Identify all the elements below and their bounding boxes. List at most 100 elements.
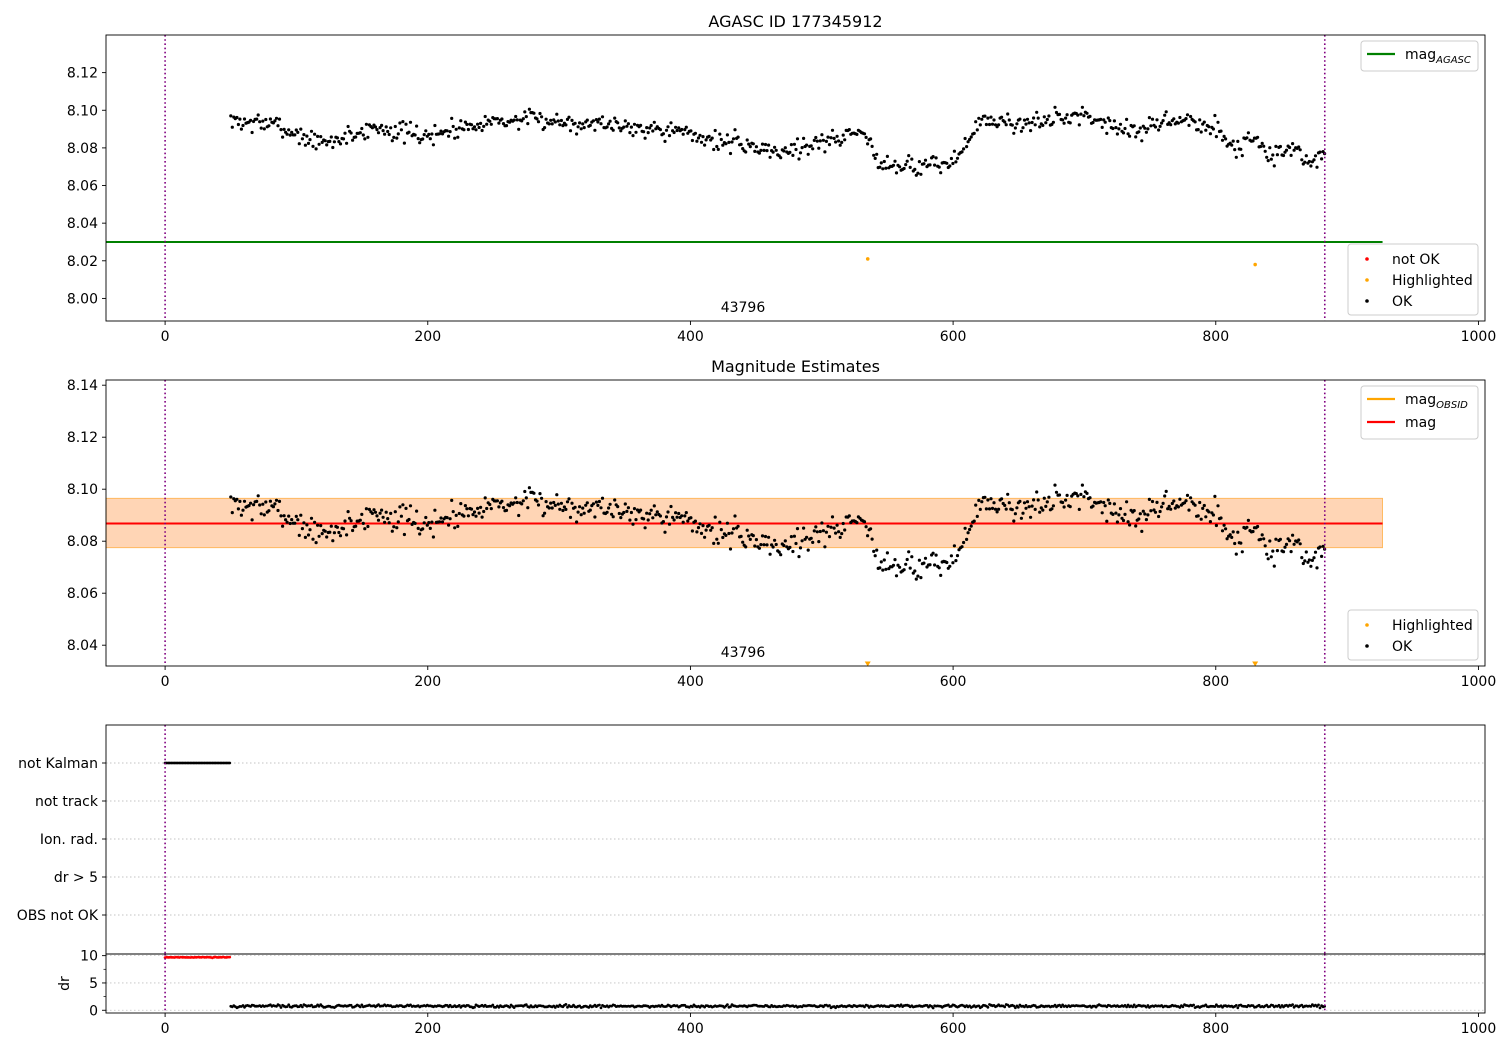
ok-data-point: [1298, 148, 1302, 152]
ok-data-point: [1245, 525, 1249, 529]
ok-data-point: [680, 514, 684, 518]
ok-data-point: [869, 137, 873, 141]
ok-data-point: [651, 516, 655, 520]
ok-data-point: [303, 535, 307, 540]
ok-data-point: [1230, 535, 1234, 540]
ok-data-point: [373, 510, 378, 514]
ok-data-point: [433, 508, 437, 512]
ok-data-point: [646, 131, 650, 135]
ok-data-point: [934, 553, 938, 557]
ok-data-point: [696, 526, 701, 530]
ok-data-point: [733, 514, 737, 518]
ok-data-point: [1176, 121, 1180, 125]
ok-data-point: [623, 502, 627, 506]
ok-data-point: [872, 153, 876, 157]
ok-data-point: [754, 145, 759, 149]
ok-data-point: [1112, 502, 1116, 506]
axes-frame: [105, 34, 1486, 322]
ok-data-point: [1150, 117, 1155, 121]
legend-frame: [1347, 243, 1479, 316]
ok-data-point: [898, 165, 902, 169]
ok-data-point: [1236, 139, 1240, 143]
ok-data-point: [1163, 494, 1167, 498]
ok-data-point: [669, 121, 673, 125]
ok-data-point: [1062, 505, 1066, 509]
ok-data-point: [361, 521, 365, 526]
ok-data-point: [617, 511, 621, 516]
ok-data-point: [600, 496, 605, 500]
ok-data-point: [725, 521, 730, 525]
ok-data-point: [1054, 490, 1059, 494]
ok-data-point: [945, 560, 949, 565]
ok-data-point: [798, 151, 803, 155]
ok-data-point: [1245, 136, 1249, 140]
ok-data-point: [1213, 113, 1217, 118]
obsid-annotation: 43796: [721, 300, 766, 316]
ok-data-point: [309, 129, 314, 133]
ok-data-point: [904, 562, 908, 566]
ok-data-point: [1137, 517, 1141, 521]
ok-data-point: [1220, 529, 1225, 533]
ok-data-point: [917, 558, 922, 562]
ok-data-point: [1126, 520, 1130, 524]
ok-data-point: [277, 499, 282, 503]
ok-data-point: [249, 118, 253, 122]
ok-data-point: [1038, 125, 1042, 129]
ok-data-point: [1211, 127, 1215, 131]
ok-data-point: [556, 119, 560, 123]
ok-data-point: [1047, 495, 1051, 499]
ok-data-point: [1134, 135, 1138, 139]
ok-data-point: [794, 147, 798, 152]
ok-data-point: [597, 117, 602, 121]
ok-data-point: [316, 134, 320, 138]
ok-data-point: [425, 523, 429, 527]
ok-data-point: [579, 513, 583, 517]
ok-data-point: [453, 136, 457, 140]
ok-data-point: [1015, 122, 1019, 126]
ok-data-point: [1121, 518, 1126, 523]
ok-data-point: [919, 172, 923, 176]
ok-data-point: [1140, 139, 1144, 143]
ok-data-point: [300, 137, 304, 141]
ok-data-point: [767, 535, 771, 539]
ok-data-point: [1038, 510, 1042, 514]
ok-data-point: [402, 141, 406, 145]
dr-point: [349, 1003, 353, 1007]
ok-data-point: [919, 576, 923, 580]
dr-above-5-point: [228, 955, 232, 959]
ok-data-point: [701, 524, 705, 528]
ok-data-point: [1216, 504, 1220, 508]
category-label: not Kalman: [18, 756, 98, 772]
ok-data-point: [428, 526, 432, 531]
ok-data-point: [751, 142, 755, 146]
ok-data-point: [387, 521, 391, 525]
ok-data-point: [800, 539, 804, 543]
ok-data-point: [450, 116, 454, 120]
ok-data-point: [811, 540, 815, 545]
category-label: dr > 5: [54, 870, 98, 886]
ok-data-point: [1064, 116, 1068, 120]
y-axis-label: dr: [57, 976, 73, 991]
ok-data-point: [456, 135, 460, 139]
ok-data-point: [273, 119, 277, 123]
ok-data-point: [642, 130, 646, 134]
ok-data-point: [523, 489, 527, 494]
ok-data-point: [593, 128, 597, 132]
x-tick-label: 1000: [1461, 329, 1497, 345]
ok-data-point: [504, 124, 509, 128]
ok-data-point: [658, 128, 663, 132]
ok-data-point: [1029, 515, 1033, 519]
ok-data-point: [1321, 544, 1325, 548]
ok-data-point: [366, 524, 370, 529]
dr-point: [457, 1004, 461, 1007]
dr-point: [598, 1003, 601, 1007]
ok-data-point: [482, 124, 486, 128]
ok-data-point: [1304, 154, 1308, 158]
ok-data-point: [931, 155, 935, 159]
ok-data-point: [800, 146, 804, 150]
ok-data-point: [497, 121, 501, 125]
highlighted-point: [865, 257, 870, 261]
ok-data-point: [1239, 541, 1243, 545]
ok-data-point: [427, 132, 431, 136]
ok-data-point: [413, 521, 417, 526]
